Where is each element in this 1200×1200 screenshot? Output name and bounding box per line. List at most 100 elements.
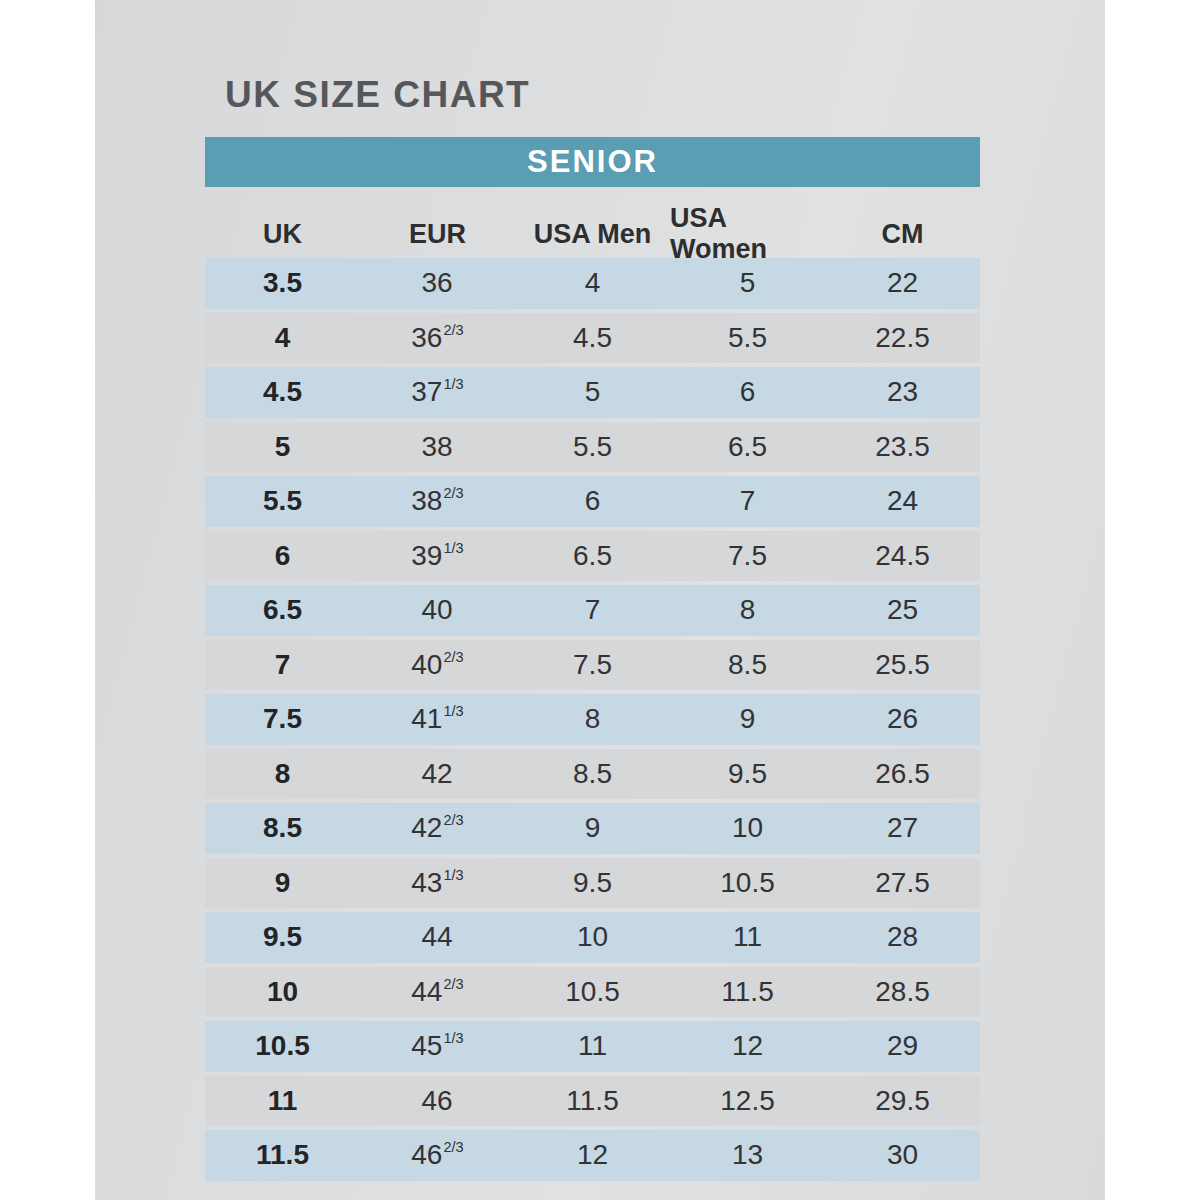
cell-cm-size-value: 22.5 [875,322,930,354]
size-chart-table: UK EUR USA Men USA Women CM 3.5 36 45 22 436… [205,210,980,1181]
cell-usa-men-size: 6.5 [515,531,670,582]
cell-cm-size-value: 25.5 [875,649,930,681]
cell-uk-size-value: 5 [275,431,291,463]
column-header-usa-women: USA Women [670,210,825,258]
table-row: 114611.512.529.5 [205,1076,980,1127]
cell-eur-size-value: 46 [411,1139,442,1171]
cell-eur-size: 411/3 [360,694,515,745]
cell-usa-women-size-value: 11.5 [721,976,773,1008]
cell-usa-men-size: 6 [515,476,670,527]
cell-cm-size-value: 29.5 [875,1085,930,1117]
table-row: 6.5407825 [205,585,980,636]
senior-section-banner: SENIOR [205,137,980,187]
senior-banner-label: SENIOR [527,144,658,180]
cell-cm-size: 25.5 [825,640,980,691]
cell-uk-size: 6 [205,531,360,582]
cell-usa-men-size-value: 8.5 [573,758,612,790]
table-row: 5.5382/36724 [205,476,980,527]
cell-uk-size-value: 11.5 [256,1139,309,1171]
cell-cm-size-value: 25 [887,594,918,626]
cell-usa-men-size: 9.5 [515,858,670,909]
cell-usa-men-size: 7.5 [515,640,670,691]
cell-usa-women-size: 11 [670,912,825,963]
column-header-uk: UK [205,210,360,258]
cell-usa-women-size: 6 [670,367,825,418]
cell-cm-size: 28 [825,912,980,963]
cell-usa-women-size: 7 [670,476,825,527]
cell-usa-men-size: 10 [515,912,670,963]
table-row: 9431/39.510.527.5 [205,858,980,909]
cell-usa-women-size: 5 [670,258,825,309]
cell-usa-women-size: 8.5 [670,640,825,691]
cell-uk-size: 10.5 [205,1021,360,1072]
cell-usa-men-size-value: 12 [577,1139,608,1171]
table-header-row: UK EUR USA Men USA Women CM [205,210,980,258]
cell-eur-size-value: 39 [411,540,442,572]
cell-cm-size-value: 24 [887,485,918,517]
cell-usa-men-size-value: 4.5 [573,322,612,354]
cell-eur-size: 40 [360,585,515,636]
cell-eur-size-value: 42 [421,758,452,790]
eur-fraction-superscript: 2/3 [443,649,463,665]
cell-usa-men-size: 10.5 [515,967,670,1018]
cell-uk-size-value: 10.5 [255,1030,310,1062]
cell-eur-size: 371/3 [360,367,515,418]
cell-uk-size: 8.5 [205,803,360,854]
cell-cm-size-value: 27 [887,812,918,844]
cell-eur-size: 38 [360,422,515,473]
cell-usa-women-size-value: 11 [733,921,762,953]
cell-uk-size-value: 8 [275,758,291,790]
cell-cm-size: 26.5 [825,749,980,800]
cell-usa-women-size: 9 [670,694,825,745]
cell-eur-size: 391/3 [360,531,515,582]
cell-usa-women-size: 13 [670,1130,825,1181]
cell-usa-women-size-value: 5.5 [728,322,767,354]
cell-eur-size: 442/3 [360,967,515,1018]
cell-usa-women-size: 6.5 [670,422,825,473]
cell-usa-men-size-value: 7.5 [573,649,612,681]
cell-usa-men-size-value: 6 [585,485,601,517]
cell-usa-women-size: 12 [670,1021,825,1072]
table-row: 11.5462/3121330 [205,1130,980,1181]
cell-usa-women-size-value: 13 [732,1139,763,1171]
cell-usa-men-size-value: 9 [585,812,601,844]
cell-usa-women-size-value: 5 [740,267,756,299]
cell-cm-size: 23 [825,367,980,418]
cell-usa-women-size-value: 12.5 [720,1085,775,1117]
cell-usa-men-size-value: 10 [577,921,608,953]
cell-eur-size: 362/3 [360,313,515,364]
cell-usa-women-size: 7.5 [670,531,825,582]
cell-cm-size-value: 24.5 [875,540,930,572]
page-title: UK SIZE CHART [225,74,530,116]
eur-fraction-superscript: 2/3 [443,1139,463,1155]
table-row: 9.544101128 [205,912,980,963]
cell-usa-women-size-value: 9.5 [728,758,767,790]
cell-usa-men-size-value: 8 [585,703,601,735]
cell-usa-women-size-value: 7.5 [728,540,767,572]
cell-usa-women-size: 5.5 [670,313,825,364]
cell-usa-men-size-value: 10.5 [565,976,620,1008]
cell-cm-size-value: 29 [887,1030,918,1062]
column-header-eur: EUR [360,210,515,258]
cell-eur-size: 42 [360,749,515,800]
cell-eur-size-value: 40 [421,594,452,626]
table-row: 3.5 364 5 22 [205,258,980,309]
cell-cm-size: 27.5 [825,858,980,909]
table-row: 7402/37.58.525.5 [205,640,980,691]
cell-usa-men-size: 11.5 [515,1076,670,1127]
cell-usa-men-size: 9 [515,803,670,854]
cell-uk-size: 11.5 [205,1130,360,1181]
cell-uk-size-value: 9.5 [263,921,302,953]
cell-cm-size: 27 [825,803,980,854]
cell-cm-size: 23.5 [825,422,980,473]
cell-cm-size-value: 22 [887,267,918,299]
cell-usa-women-size: 10.5 [670,858,825,909]
cell-cm-size: 25 [825,585,980,636]
cell-usa-men-size: 4 [515,258,670,309]
cell-eur-size: 36 [360,258,515,309]
cell-uk-size-value: 3.5 [263,267,302,299]
cell-usa-women-size: 11.5 [670,967,825,1018]
cell-uk-size: 9 [205,858,360,909]
cell-eur-size-value: 45 [411,1030,442,1062]
cell-usa-women-size-value: 8 [740,594,756,626]
